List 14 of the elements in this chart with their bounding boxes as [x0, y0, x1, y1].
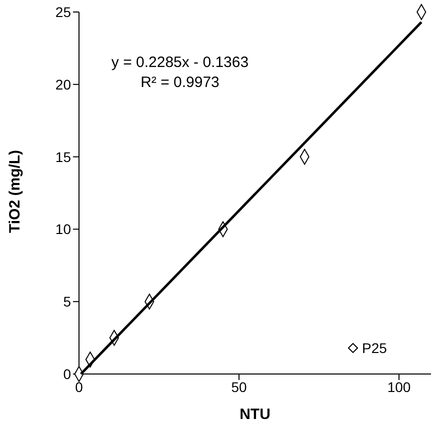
- annotation: R² = 0.9973: [140, 74, 220, 91]
- x-axis-title: NTU: [240, 406, 270, 423]
- y-tick-label: 10: [55, 221, 72, 238]
- y-tick-label: 0: [63, 366, 72, 382]
- y-axis-title: TiO2 (mg/L): [6, 150, 24, 233]
- y-tick-label: 15: [55, 148, 72, 165]
- legend-label: P25: [362, 340, 387, 356]
- x-tick-label: 0: [75, 378, 84, 395]
- y-tick-label: 20: [55, 76, 72, 92]
- annotation: y = 0.2285x - 0.1363: [110, 54, 250, 71]
- x-tick-label: 50: [231, 378, 247, 395]
- y-tick-label: 5: [63, 294, 72, 310]
- x-tick-label: 100: [387, 378, 411, 395]
- y-tick-label: 25: [55, 4, 72, 20]
